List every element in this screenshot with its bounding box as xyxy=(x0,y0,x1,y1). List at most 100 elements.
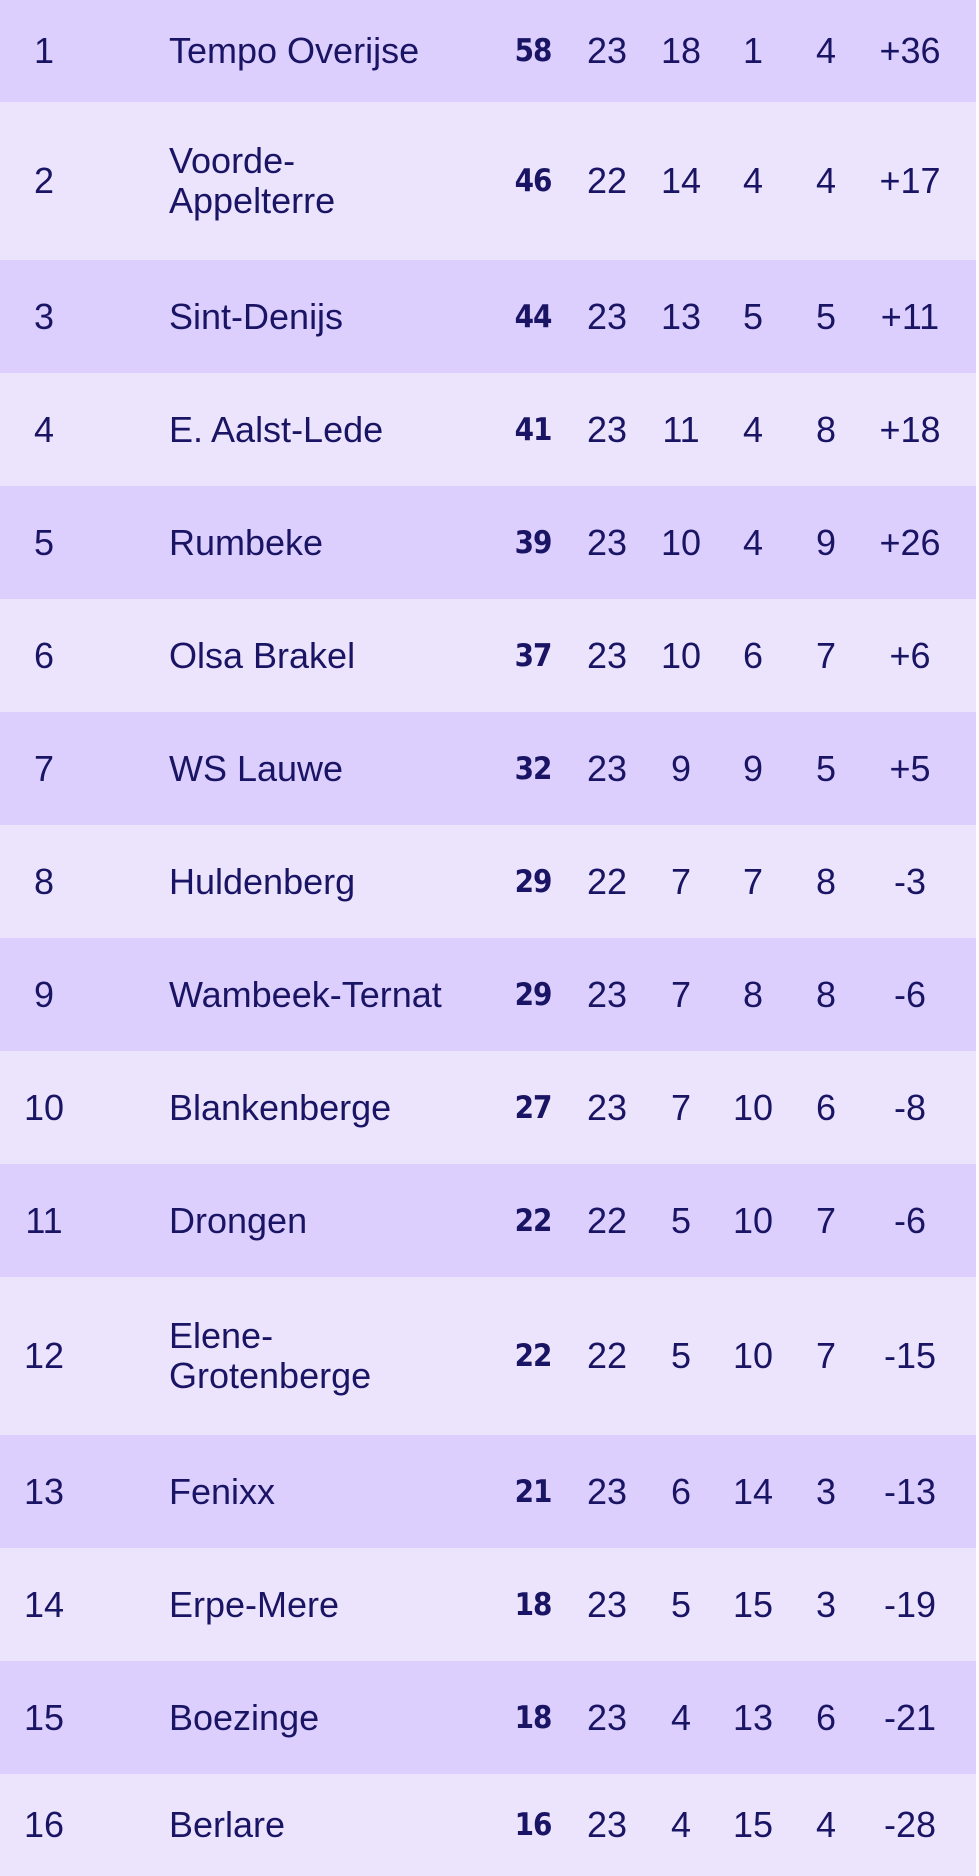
goal-difference: +36 xyxy=(879,30,941,71)
table-row[interactable]: 10 Blankenberge 27 23 7 10 6 -8 xyxy=(0,1051,979,1164)
position: 8 xyxy=(33,860,55,902)
points: 46 xyxy=(514,163,553,199)
table-row[interactable]: 16 Berlare 16 23 4 15 4 -28 xyxy=(0,1774,979,1876)
goal-difference: +18 xyxy=(879,408,941,450)
team-name: WS Lauwe xyxy=(169,747,344,789)
wins: 4 xyxy=(670,1696,692,1738)
draws: 4 xyxy=(742,160,764,201)
wins: 9 xyxy=(670,747,692,789)
team-name: Fenixx xyxy=(169,1470,276,1512)
goal-difference: -8 xyxy=(893,1086,926,1128)
losses: 8 xyxy=(815,973,837,1015)
table-row[interactable]: 4 E. Aalst-Lede 41 23 11 4 8 +18 xyxy=(0,373,979,486)
table-row[interactable]: 1 Tempo Overijse 58 23 18 1 4 +36 xyxy=(0,0,979,102)
goal-difference: +17 xyxy=(879,160,941,201)
games-played: 22 xyxy=(586,160,628,201)
position: 15 xyxy=(23,1696,65,1738)
draws: 1 xyxy=(742,30,764,71)
games-played: 23 xyxy=(586,295,628,337)
draws: 13 xyxy=(732,1696,774,1738)
wins: 5 xyxy=(670,1335,692,1376)
points: 22 xyxy=(514,1338,553,1374)
draws: 7 xyxy=(742,860,764,902)
games-played: 23 xyxy=(586,973,628,1015)
table-row[interactable]: 2 Voorde-Appelterre 46 22 14 4 4 +17 xyxy=(0,102,979,260)
goal-difference: -13 xyxy=(883,1470,937,1512)
draws: 10 xyxy=(732,1335,774,1376)
table-row[interactable]: 5 Rumbeke 39 23 10 4 9 +26 xyxy=(0,486,979,599)
table-row[interactable]: 7 WS Lauwe 32 23 9 9 5 +5 xyxy=(0,712,979,825)
draws: 10 xyxy=(732,1199,774,1241)
points: 44 xyxy=(514,298,553,335)
position: 7 xyxy=(33,747,55,789)
goal-difference: -21 xyxy=(883,1696,937,1738)
position: 6 xyxy=(33,634,55,676)
draws: 4 xyxy=(742,521,764,563)
losses: 8 xyxy=(815,408,837,450)
goal-difference: +6 xyxy=(889,634,931,676)
games-played: 23 xyxy=(586,521,628,563)
games-played: 23 xyxy=(586,408,628,450)
table-row[interactable]: 8 Huldenberg 29 22 7 7 8 -3 xyxy=(0,825,979,938)
goal-difference: -15 xyxy=(883,1335,937,1376)
losses: 9 xyxy=(815,521,837,563)
position: 12 xyxy=(23,1335,65,1376)
games-played: 23 xyxy=(586,1086,628,1128)
position: 5 xyxy=(33,521,55,563)
losses: 4 xyxy=(815,1804,837,1845)
goal-difference: +5 xyxy=(889,747,931,789)
wins: 7 xyxy=(670,973,692,1015)
draws: 5 xyxy=(742,295,764,337)
goal-difference: -6 xyxy=(893,1199,926,1241)
games-played: 22 xyxy=(586,1335,628,1376)
points: 58 xyxy=(514,33,553,69)
goal-difference: -6 xyxy=(893,973,926,1015)
points: 37 xyxy=(514,637,553,674)
wins: 13 xyxy=(660,295,702,337)
games-played: 23 xyxy=(586,30,628,71)
team-name: Rumbeke xyxy=(169,521,324,563)
team-name: Sint-Denijs xyxy=(169,295,344,337)
draws: 15 xyxy=(732,1804,774,1845)
team-name: Blankenberge xyxy=(169,1086,392,1128)
position: 3 xyxy=(33,295,55,337)
table-row[interactable]: 3 Sint-Denijs 44 23 13 5 5 +11 xyxy=(0,260,979,373)
games-played: 23 xyxy=(586,1583,628,1625)
points: 39 xyxy=(514,524,553,561)
games-played: 23 xyxy=(586,634,628,676)
losses: 8 xyxy=(815,860,837,902)
points: 29 xyxy=(514,863,553,900)
draws: 9 xyxy=(742,747,764,789)
table-row[interactable]: 14 Erpe-Mere 18 23 5 15 3 -19 xyxy=(0,1548,979,1661)
table-row[interactable]: 12 Elene-Grotenberge 22 22 5 10 7 -15 xyxy=(0,1277,979,1435)
points: 18 xyxy=(514,1586,553,1623)
losses: 4 xyxy=(815,160,837,201)
position: 4 xyxy=(33,408,55,450)
team-name: Olsa Brakel xyxy=(169,634,356,676)
points: 41 xyxy=(514,411,553,448)
position: 9 xyxy=(33,973,55,1015)
losses: 3 xyxy=(815,1583,837,1625)
table-row[interactable]: 6 Olsa Brakel 37 23 10 6 7 +6 xyxy=(0,599,979,712)
wins: 4 xyxy=(670,1804,692,1845)
position: 13 xyxy=(23,1470,65,1512)
table-row[interactable]: 13 Fenixx 21 23 6 14 3 -13 xyxy=(0,1435,979,1548)
goal-difference: +26 xyxy=(879,521,941,563)
table-row[interactable]: 15 Boezinge 18 23 4 13 6 -21 xyxy=(0,1661,979,1774)
wins: 18 xyxy=(660,30,702,71)
position: 16 xyxy=(23,1804,65,1845)
team-name: Erpe-Mere xyxy=(169,1583,340,1625)
wins: 7 xyxy=(670,860,692,902)
losses: 6 xyxy=(815,1086,837,1128)
losses: 7 xyxy=(815,1335,837,1376)
wins: 5 xyxy=(670,1583,692,1625)
points: 27 xyxy=(514,1089,553,1126)
losses: 5 xyxy=(815,747,837,789)
draws: 6 xyxy=(742,634,764,676)
games-played: 23 xyxy=(586,1804,628,1845)
table-row[interactable]: 9 Wambeek-Ternat 29 23 7 8 8 -6 xyxy=(0,938,979,1051)
table-row[interactable]: 11 Drongen 22 22 5 10 7 -6 xyxy=(0,1164,979,1277)
wins: 10 xyxy=(660,521,702,563)
games-played: 23 xyxy=(586,747,628,789)
